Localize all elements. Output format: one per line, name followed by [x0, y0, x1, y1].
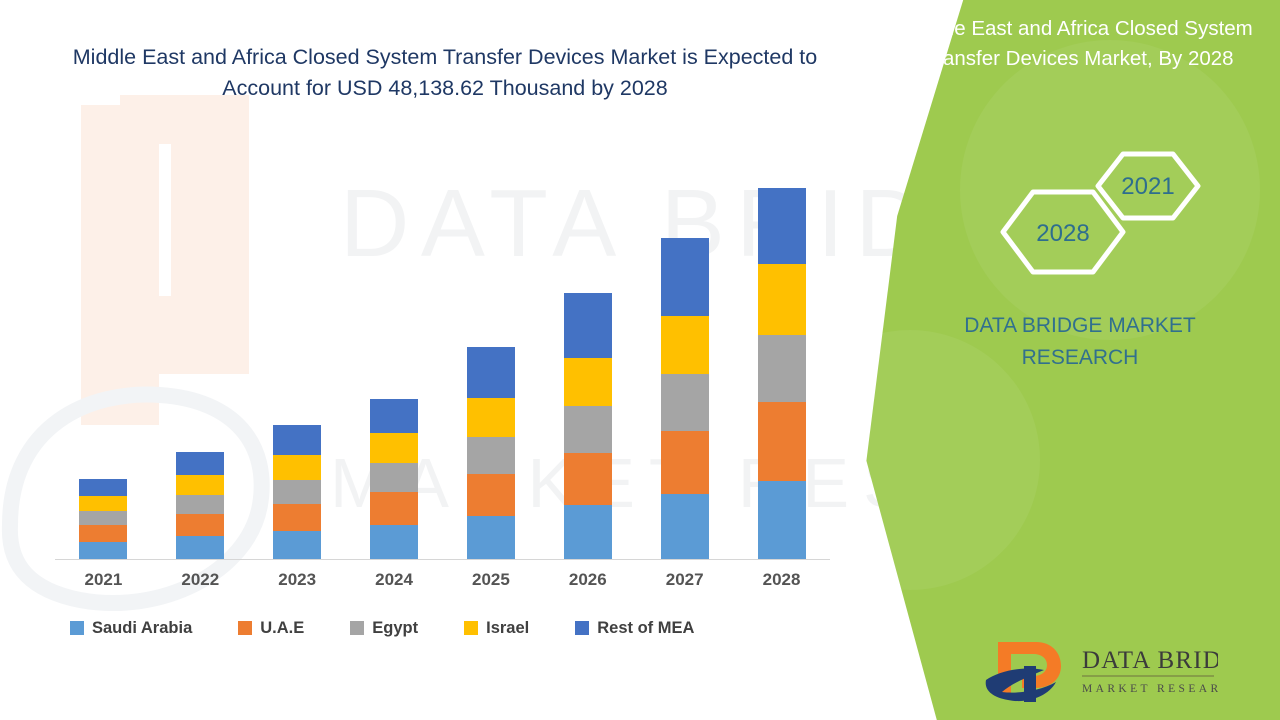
bar-segment[interactable]	[757, 481, 806, 559]
bar-segment[interactable]	[176, 514, 225, 537]
legend-item[interactable]: Israel	[464, 619, 529, 638]
x-axis-tick-label: 2027	[665, 570, 704, 589]
data-bridge-logo: DATA BRIDGE MARKET RESEARCH	[985, 642, 1218, 702]
x-axis-tick-label: 2022	[181, 570, 220, 589]
legend-item[interactable]: Egypt	[350, 619, 418, 638]
stacked-bar[interactable]	[563, 292, 612, 559]
bar-segment[interactable]	[176, 495, 225, 515]
bar-segment[interactable]	[466, 474, 515, 517]
bar-column	[346, 150, 442, 559]
logo-tagline: MARKET RESEARCH	[1082, 683, 1218, 695]
legend-swatch	[464, 621, 479, 635]
plot-area	[55, 150, 830, 560]
bar-column	[55, 150, 151, 559]
bar-segment[interactable]	[563, 505, 612, 559]
stacked-bar[interactable]	[370, 399, 419, 559]
hex-right-year: 2021	[1121, 173, 1174, 200]
legend-swatch	[238, 621, 253, 635]
panel-brand-text: DATA BRIDGE MARKET RESEARCH	[964, 314, 1196, 369]
bar-segment[interactable]	[563, 406, 612, 454]
legend-item[interactable]: Rest of MEA	[575, 619, 694, 638]
legend-item[interactable]: U.A.E	[238, 619, 304, 638]
bar-segment[interactable]	[563, 453, 612, 506]
bar-segment[interactable]	[79, 542, 128, 559]
x-axis-labels: 2021 2022 2023 2024 2025 2026 2027 2028	[55, 566, 830, 594]
bar-column	[540, 150, 636, 559]
hexagon-badges: 2021 2028	[1000, 151, 1201, 275]
hex-left-year: 2028	[1036, 220, 1089, 247]
bar-segment[interactable]	[370, 492, 419, 526]
legend-label: Israel	[486, 618, 530, 637]
bar-segment[interactable]	[273, 504, 322, 532]
legend-label: U.A.E	[260, 618, 305, 637]
bar-segment[interactable]	[79, 525, 128, 543]
bar-segment[interactable]	[757, 402, 806, 482]
bar-column	[734, 150, 830, 559]
bar-segment[interactable]	[176, 452, 225, 476]
bar-segment[interactable]	[466, 346, 515, 399]
stacked-bar[interactable]	[466, 346, 515, 559]
x-axis-line	[55, 559, 830, 560]
stacked-bar[interactable]	[273, 425, 322, 559]
bar-segment[interactable]	[370, 399, 419, 434]
bar-segment[interactable]	[563, 357, 612, 407]
x-axis-tick-label: 2024	[375, 570, 413, 589]
bar-segment[interactable]	[273, 455, 322, 481]
bar-segment[interactable]	[466, 437, 515, 475]
bar-column	[443, 150, 539, 559]
stacked-bar[interactable]	[660, 237, 709, 559]
x-axis-tick-label: 2028	[762, 570, 801, 589]
bar-segment[interactable]	[466, 398, 515, 438]
panel-title: Middle East and Africa Closed System Tra…	[905, 17, 1253, 70]
legend-item[interactable]: Saudi Arabia	[70, 619, 192, 638]
bar-column	[637, 150, 733, 559]
bar-segment[interactable]	[176, 475, 225, 496]
logo-wordmark: DATA BRIDGE	[1082, 647, 1218, 674]
legend-swatch	[350, 621, 365, 635]
x-axis-tick-label: 2021	[84, 570, 123, 589]
bar-segment[interactable]	[660, 431, 709, 495]
bar-segment[interactable]	[660, 494, 709, 559]
bar-segment[interactable]	[79, 511, 128, 526]
bar-segment[interactable]	[660, 374, 709, 432]
legend-label: Saudi Arabia	[92, 618, 193, 637]
x-axis-tick-label: 2025	[472, 570, 510, 589]
brand-panel: Middle East and Africa Closed System Tra…	[866, 0, 1280, 720]
bar-segment[interactable]	[660, 237, 709, 316]
stacked-bar[interactable]	[176, 452, 225, 559]
bar-segment[interactable]	[466, 516, 515, 559]
x-axis-tick-label: 2023	[278, 570, 317, 589]
stacked-bar[interactable]	[757, 187, 806, 559]
legend-label: Rest of MEA	[597, 618, 695, 637]
bar-column	[249, 150, 345, 559]
bar-segment[interactable]	[370, 463, 419, 493]
bar-segment[interactable]	[79, 496, 128, 512]
legend-swatch	[575, 621, 590, 635]
x-axis-tick-label: 2026	[568, 570, 607, 589]
bar-segment[interactable]	[757, 187, 806, 264]
bar-column	[152, 150, 248, 559]
bar-segment[interactable]	[79, 479, 128, 497]
chart-title: Middle East and Africa Closed System Tra…	[72, 45, 818, 100]
bar-segment[interactable]	[176, 536, 225, 559]
bar-segment[interactable]	[370, 433, 419, 464]
chart-legend: Saudi Arabia U.A.E Egypt Israel Rest of MEA	[70, 612, 830, 644]
bar-segment[interactable]	[370, 525, 419, 559]
bar-segment[interactable]	[757, 263, 806, 335]
bar-segment[interactable]	[757, 334, 806, 403]
bar-group	[55, 150, 830, 559]
stacked-bar[interactable]	[79, 479, 128, 559]
bar-segment[interactable]	[273, 531, 322, 559]
bar-segment[interactable]	[273, 480, 322, 505]
legend-swatch	[70, 621, 84, 635]
bar-segment[interactable]	[660, 315, 709, 375]
bar-segment[interactable]	[273, 425, 322, 456]
legend-label: Egypt	[372, 618, 419, 637]
bar-segment[interactable]	[563, 292, 612, 358]
